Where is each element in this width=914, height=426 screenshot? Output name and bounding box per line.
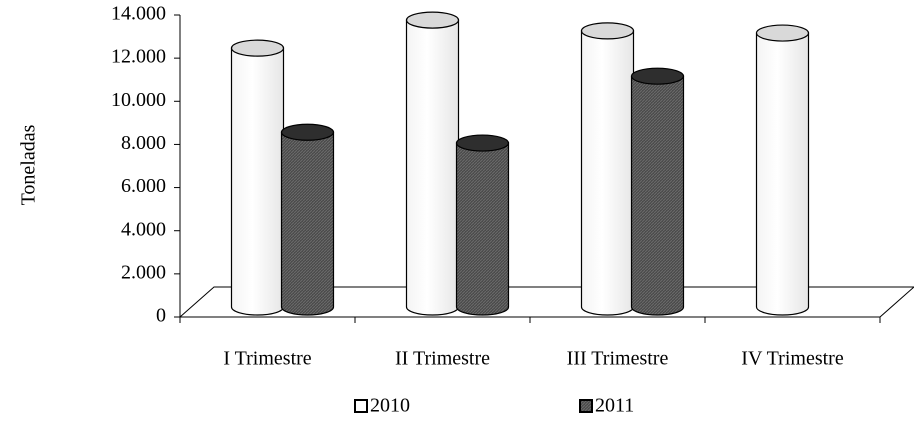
x-tick-label: I Trimestre xyxy=(223,348,311,370)
legend-swatch xyxy=(579,399,593,413)
bar xyxy=(455,142,510,316)
bar xyxy=(580,30,635,316)
bar xyxy=(230,47,285,316)
bar xyxy=(405,19,460,316)
y-tick-label: 10.000 xyxy=(111,89,166,111)
y-tick-label: 4.000 xyxy=(121,218,166,240)
y-tick-label: 14.000 xyxy=(111,3,166,25)
bar xyxy=(630,75,685,316)
bar xyxy=(280,131,335,316)
x-tick-label: III Trimestre xyxy=(567,348,669,370)
y-tick-label: 6.000 xyxy=(121,175,166,197)
legend-swatch xyxy=(354,399,368,413)
bar-cap xyxy=(630,67,685,85)
bar-cap xyxy=(405,11,460,29)
bar-cap xyxy=(230,39,285,57)
y-tick-label: 8.000 xyxy=(121,132,166,154)
y-axis-label: Toneladas xyxy=(18,124,40,205)
bar-cap xyxy=(580,22,635,40)
bar-cap xyxy=(755,24,810,42)
y-tick-label: 12.000 xyxy=(111,46,166,68)
y-tick-label: 0 xyxy=(156,305,166,327)
bar-cap xyxy=(455,134,510,152)
x-tick-label: IV Trimestre xyxy=(741,348,844,370)
y-tick-label: 2.000 xyxy=(121,261,166,283)
legend-label: 2010 xyxy=(370,395,410,417)
bar xyxy=(755,32,810,316)
legend-label: 2011 xyxy=(595,395,634,417)
bar-cap xyxy=(280,123,335,141)
x-tick-label: II Trimestre xyxy=(395,348,490,370)
